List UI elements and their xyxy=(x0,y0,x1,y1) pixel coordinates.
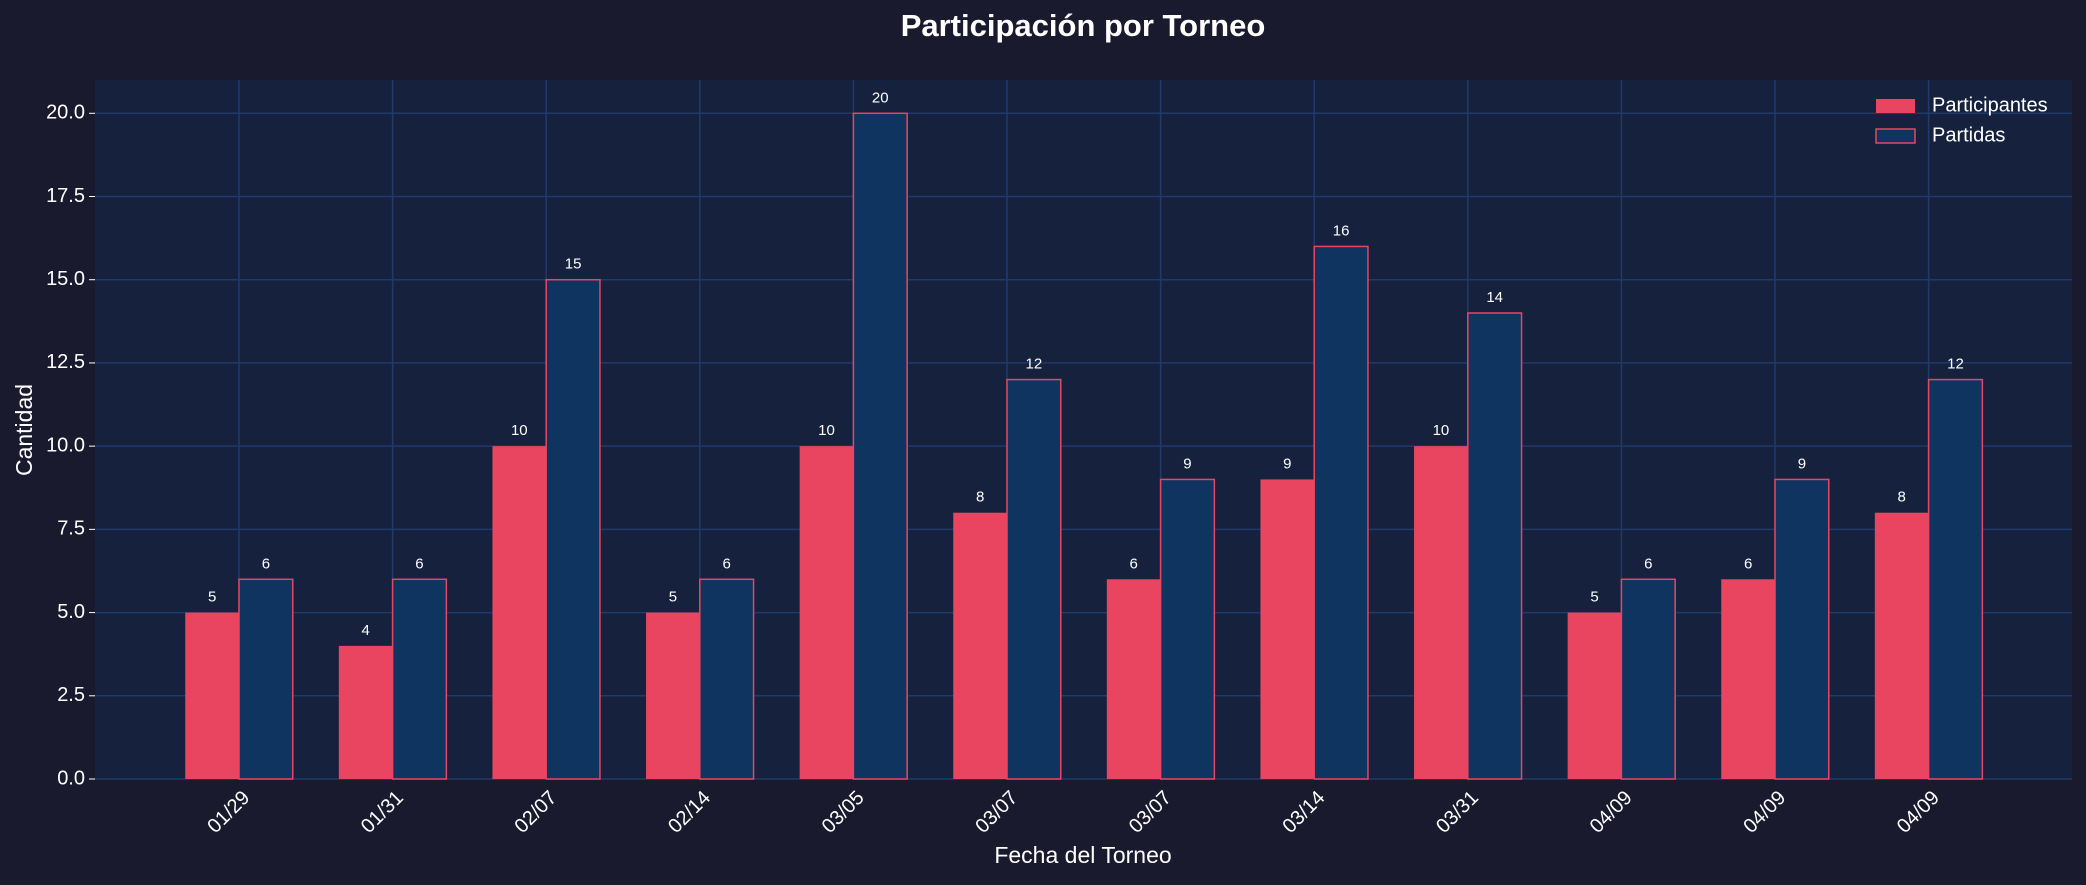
legend-label: Participantes xyxy=(1932,94,2048,116)
bar xyxy=(852,112,908,780)
bar xyxy=(953,512,1007,779)
chart-title: Participación por Torneo xyxy=(901,8,1266,43)
value-label: 6 xyxy=(723,555,731,572)
bar xyxy=(185,612,239,779)
y-tick-label: 15.0 xyxy=(46,268,85,290)
x-tick-label: 04/09 xyxy=(1739,787,1790,838)
bar xyxy=(391,578,448,780)
value-label: 10 xyxy=(511,422,528,439)
value-label: 6 xyxy=(1130,555,1138,572)
bar xyxy=(492,446,547,779)
x-tick-label: 01/31 xyxy=(357,787,408,838)
x-tick-label: 03/07 xyxy=(971,787,1022,838)
value-label: 6 xyxy=(262,555,270,572)
legend-swatch xyxy=(1876,99,1915,113)
bar xyxy=(1414,446,1468,779)
value-label: 8 xyxy=(976,489,984,506)
bar xyxy=(1874,512,1929,779)
value-label: 15 xyxy=(565,256,582,273)
value-label: 12 xyxy=(1026,356,1043,373)
bar xyxy=(699,578,755,780)
bar xyxy=(338,645,393,779)
value-label: 9 xyxy=(1283,455,1291,472)
value-label: 16 xyxy=(1333,222,1350,239)
value-label: 6 xyxy=(1744,555,1752,572)
bar xyxy=(1620,578,1676,780)
x-tick-label: 04/09 xyxy=(1586,787,1637,838)
x-tick-label: 01/29 xyxy=(203,787,254,838)
bars xyxy=(185,112,1984,780)
value-label: 9 xyxy=(1183,455,1191,472)
y-axis-label: Cantidad xyxy=(11,384,37,476)
legend-label: Partidas xyxy=(1932,124,2005,146)
bar xyxy=(1721,579,1775,779)
bar xyxy=(1567,612,1622,779)
value-label: 5 xyxy=(208,589,216,606)
value-label: 5 xyxy=(1590,589,1598,606)
y-tick-label: 0.0 xyxy=(57,767,85,789)
value-label: 6 xyxy=(415,555,423,572)
x-tick-label: 02/14 xyxy=(664,787,715,838)
y-tick-label: 2.5 xyxy=(57,684,85,706)
x-tick-label: 03/07 xyxy=(1125,787,1176,838)
bar xyxy=(1467,312,1523,780)
bar xyxy=(1313,245,1369,780)
value-label: 12 xyxy=(1947,356,1964,373)
bar xyxy=(646,612,700,779)
bar xyxy=(1774,478,1830,780)
value-label: 20 xyxy=(872,89,889,106)
value-label: 10 xyxy=(1433,422,1450,439)
bar xyxy=(799,446,854,779)
legend-swatch xyxy=(1875,128,1916,144)
value-label: 9 xyxy=(1798,455,1806,472)
bar xyxy=(238,578,294,780)
y-tick-label: 17.5 xyxy=(46,185,85,207)
y-tick-label: 7.5 xyxy=(57,518,85,540)
bar xyxy=(1927,378,1984,780)
x-tick-label: 03/31 xyxy=(1432,787,1483,838)
value-label: 8 xyxy=(1898,489,1906,506)
bar xyxy=(1159,478,1216,780)
value-label: 5 xyxy=(669,589,677,606)
y-tick-label: 12.5 xyxy=(46,351,85,373)
bar xyxy=(545,278,601,780)
x-tick-label: 04/09 xyxy=(1893,787,1944,838)
x-tick-label: 02/07 xyxy=(511,787,562,838)
y-tick-label: 10.0 xyxy=(46,434,85,456)
y-tick-label: 20.0 xyxy=(46,102,85,124)
value-label: 6 xyxy=(1644,555,1652,572)
bar xyxy=(1260,479,1315,779)
value-label: 10 xyxy=(818,422,835,439)
x-axis-label: Fecha del Torneo xyxy=(994,842,1171,868)
value-label: 4 xyxy=(362,622,370,639)
value-label: 14 xyxy=(1486,289,1503,306)
x-tick-label: 03/05 xyxy=(818,787,869,838)
y-tick-label: 5.0 xyxy=(57,601,85,623)
bar xyxy=(1106,579,1161,779)
bar xyxy=(1006,378,1062,780)
x-tick-label: 03/14 xyxy=(1279,787,1330,838)
